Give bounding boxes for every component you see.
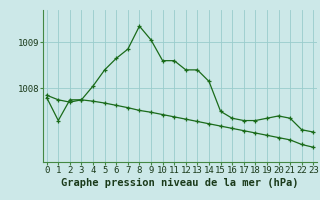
X-axis label: Graphe pression niveau de la mer (hPa): Graphe pression niveau de la mer (hPa) bbox=[61, 178, 299, 188]
